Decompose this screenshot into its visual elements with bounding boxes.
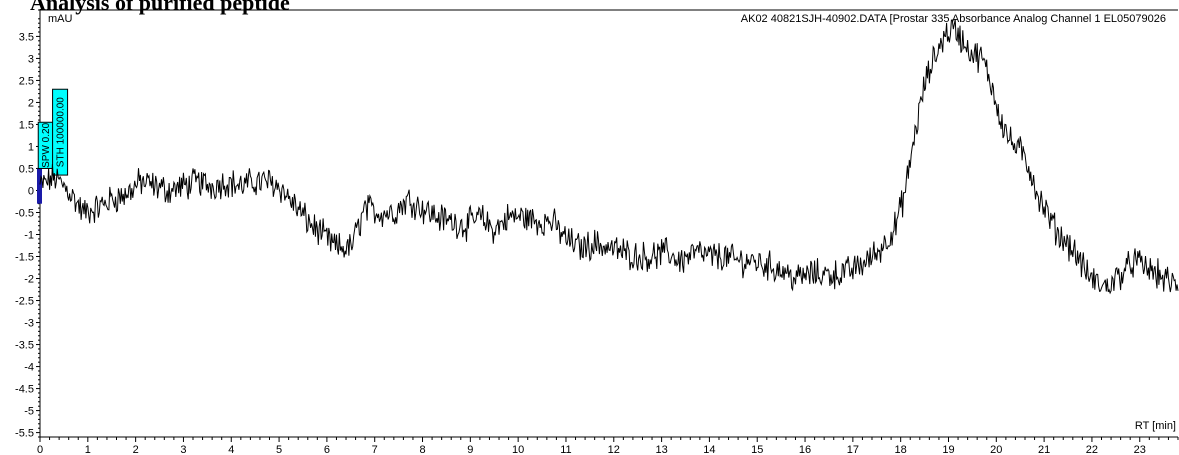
x-tick-label: 8 [419,444,425,455]
chart-title: AK02 40821SJH-40902.DATA [Prostar 335 Ab… [741,13,1166,25]
y-tick-label: 0.5 [19,163,34,175]
x-tick-label: 7 [372,444,378,455]
x-tick-label: 22 [1086,444,1098,455]
x-tick-label: 13 [655,444,667,455]
x-tick-label: 17 [847,444,859,455]
y-tick-label: -0.5 [15,207,34,219]
annotation-box [52,88,69,176]
x-tick-label: 2 [133,444,139,455]
y-tick-label: 3.5 [19,31,34,43]
x-tick-label: 9 [467,444,473,455]
y-tick-label: 1.5 [19,119,34,131]
y-tick-label: 2.5 [19,75,34,87]
x-tick-label: 21 [1038,444,1050,455]
x-tick-label: 4 [228,444,234,455]
y-tick-label: 2 [28,97,34,109]
x-tick-label: 10 [512,444,524,455]
x-ticks: 0 1 2 3 4 5 6 7 8 9 10 11 12 13 14 15 16 17 18 19 20 21 22 23 [37,437,1179,455]
x-tick-label: 5 [276,444,282,455]
y-tick-label: -4 [24,362,34,374]
annotations: SPW 0.20 STH 100000.00 [37,88,69,204]
x-axis-label: RT [min] [1135,420,1176,432]
x-tick-label: 18 [895,444,907,455]
x-tick-label: 3 [180,444,186,455]
y-axis-label: mAU [48,13,73,25]
x-tick-label: 15 [751,444,763,455]
axes [39,9,1178,438]
x-tick-label: 0 [37,444,43,455]
y-tick-label: 3 [28,53,34,65]
y-tick-label: 0 [28,185,34,197]
y-tick-label: 1 [28,141,34,153]
y-tick-label: -2 [24,274,34,286]
x-tick-label: 20 [990,444,1002,455]
annotation-label: STH 100000.00 [56,97,67,167]
x-tick-label: 1 [85,444,91,455]
series-line [39,19,1179,295]
y-tick-label: -1 [24,230,34,242]
y-tick-label: -5 [24,406,34,418]
y-tick-label: -3 [24,318,34,330]
peak-marker [37,168,42,204]
y-tick-label: -5.5 [15,428,34,440]
y-tick-label: -1.5 [15,252,34,264]
y-tick-label: -2.5 [15,296,34,308]
x-tick-label: 14 [703,444,715,455]
x-tick-label: 23 [1134,444,1146,455]
page-title: Analysis of purified peptide [30,0,290,15]
x-tick-label: 19 [942,444,954,455]
annotation-label: SPW 0.20 [41,122,52,167]
y-tick-label: -3.5 [15,340,34,352]
y-tick-label: -4.5 [15,384,34,396]
x-tick-label: 16 [799,444,811,455]
x-tick-label: 6 [324,444,330,455]
y-ticks: 3.5 3 2.5 2 1.5 1 0.5 0 -0.5 -1 -1.5 -2 -2.5 -3 -3.5 -4… [15,9,40,440]
x-tick-label: 12 [608,444,620,455]
x-tick-label: 11 [560,444,571,455]
